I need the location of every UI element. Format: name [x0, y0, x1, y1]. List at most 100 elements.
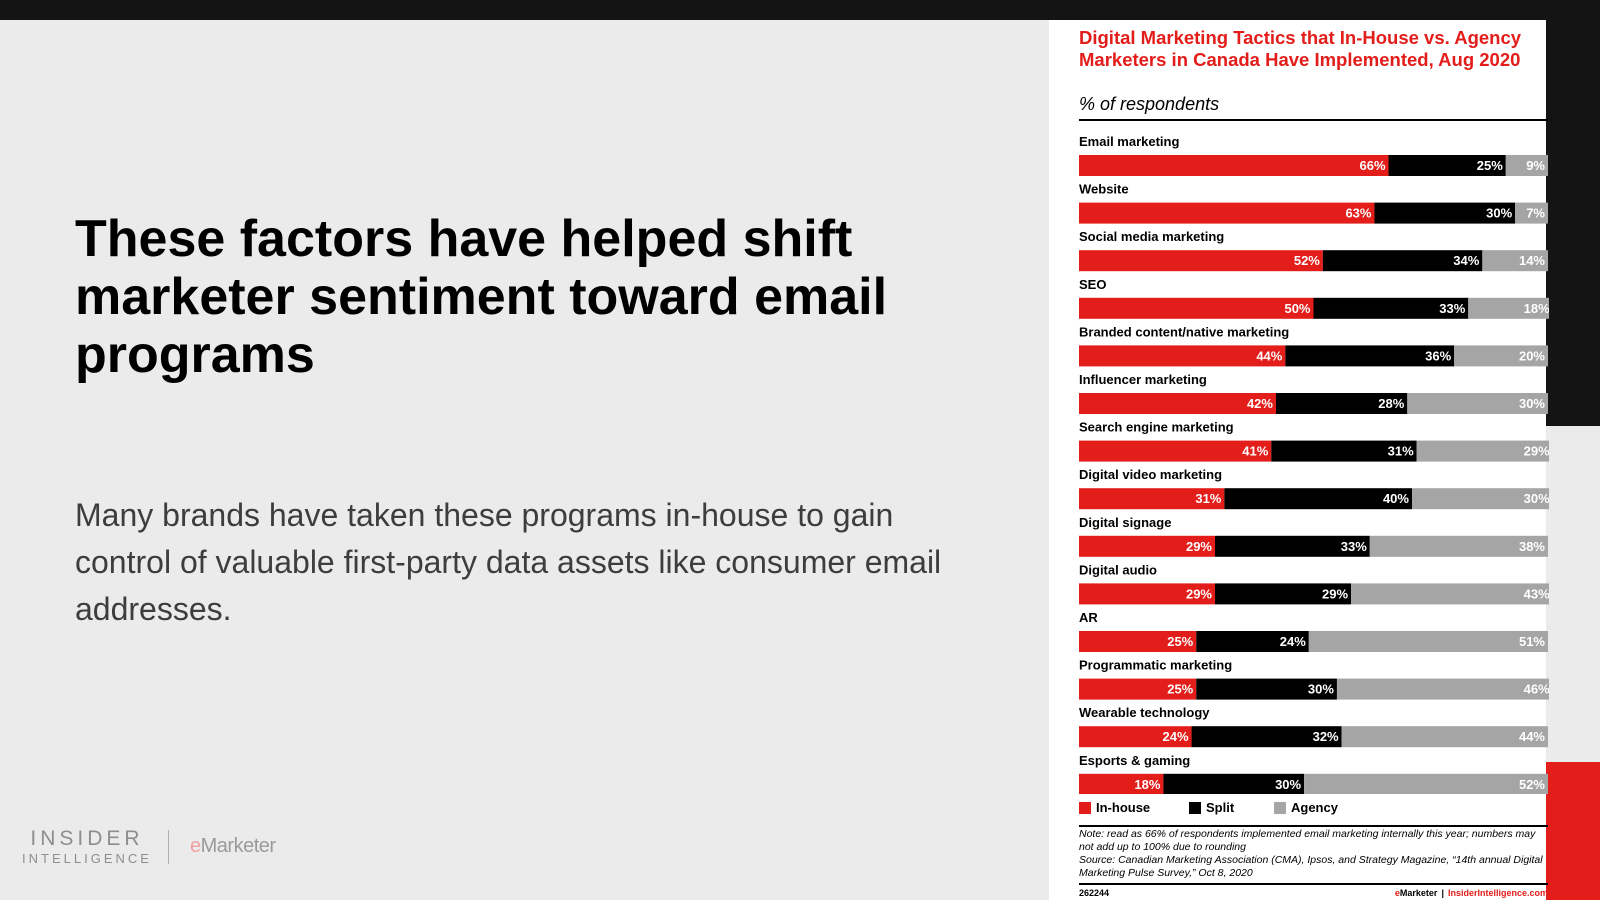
data-label-split: 25%: [1477, 158, 1503, 173]
data-label-inhouse: 31%: [1195, 491, 1221, 506]
chart-footer-brand: eMarketer | InsiderIntelligence.com: [1395, 888, 1548, 898]
data-label-split: 28%: [1378, 396, 1404, 411]
data-label-agency: 43%: [1524, 586, 1549, 601]
data-label-inhouse: 41%: [1242, 444, 1268, 459]
bar-segment-agency: [1304, 773, 1548, 794]
bar-segment-inhouse: [1079, 726, 1192, 748]
chart-id: 262244: [1079, 888, 1110, 898]
bar-segment-agency: [1454, 345, 1548, 367]
chart-row: Digital video marketing 31% 40% 30%: [1079, 467, 1549, 510]
category-label: SEO: [1079, 277, 1106, 292]
bar-segment-split: [1285, 345, 1455, 367]
data-label-inhouse: 52%: [1294, 253, 1320, 268]
data-label-split: 33%: [1439, 301, 1465, 316]
bar-segment-split: [1224, 488, 1412, 510]
logo-divider: [168, 830, 169, 864]
bar-segment-split: [1322, 250, 1483, 272]
bar-segment-split: [1215, 535, 1370, 557]
slide-body: Many brands have taken these programs in…: [75, 497, 942, 627]
bar-segment-inhouse: [1079, 773, 1164, 794]
data-label-agency: 44%: [1519, 729, 1545, 744]
data-label-split: 33%: [1341, 539, 1367, 554]
data-label-split: 31%: [1388, 444, 1414, 459]
chart-row: Digital audio 29% 29% 43%: [1079, 562, 1549, 605]
emarketer-logo-text: Marketer: [200, 835, 276, 857]
category-label: Digital audio: [1079, 562, 1157, 577]
legend-swatch: [1189, 802, 1201, 814]
bar-segment-agency: [1482, 250, 1548, 272]
top-bar: [0, 0, 1600, 20]
footer-separator: |: [1441, 888, 1444, 898]
bar-segment-split: [1215, 583, 1352, 605]
chart-row: Digital signage 29% 33% 38%: [1079, 515, 1548, 557]
footer-brand-e: e: [1394, 888, 1400, 898]
data-label-split: 29%: [1322, 586, 1348, 601]
data-label-split: 24%: [1280, 634, 1306, 649]
right-edge-accent-red: [1546, 762, 1600, 900]
bar-segment-agency: [1341, 726, 1548, 748]
data-label-agency: 14%: [1519, 253, 1545, 268]
data-label-inhouse: 66%: [1360, 158, 1386, 173]
category-label: Branded content/native marketing: [1079, 324, 1289, 339]
data-label-agency: 38%: [1519, 539, 1545, 554]
legend-swatch: [1079, 802, 1091, 814]
bar-segment-agency: [1416, 440, 1549, 462]
bar-segment-agency: [1468, 297, 1549, 319]
data-label-agency: 20%: [1519, 348, 1545, 363]
data-label-split: 40%: [1383, 491, 1409, 506]
bar-segment-agency: [1351, 583, 1549, 605]
bar-segment-split: [1388, 155, 1506, 176]
bar-segment-split: [1196, 631, 1309, 652]
data-label-agency: 18%: [1524, 301, 1549, 316]
bar-segment-inhouse: [1079, 678, 1197, 700]
data-label-agency: 51%: [1519, 634, 1545, 649]
category-label: Website: [1079, 182, 1129, 197]
bar-segment-inhouse: [1079, 631, 1197, 652]
insider-intelligence-logo: INSIDER INTELLIGENCE: [22, 826, 152, 865]
footer-brand-name: Marketer: [1399, 888, 1438, 898]
legend-label: Split: [1206, 800, 1235, 815]
emarketer-logo: eMarketer: [190, 835, 276, 858]
chart-subtitle: % of respondents: [1079, 94, 1220, 114]
insider-logo-line2: INTELLIGENCE: [22, 851, 152, 866]
chart-source-text: Source: Canadian Marketing Association (…: [1079, 854, 1543, 879]
category-label: Programmatic marketing: [1079, 658, 1232, 673]
data-label-agency: 7%: [1526, 206, 1545, 221]
data-label-inhouse: 50%: [1284, 301, 1310, 316]
category-label: Social media marketing: [1079, 229, 1224, 244]
bar-segment-split: [1313, 297, 1469, 319]
slide-title: These factors have helped shift marketer…: [75, 210, 888, 384]
footer-site-link[interactable]: InsiderIntelligence.com: [1447, 888, 1548, 898]
data-label-split: 30%: [1308, 682, 1334, 697]
chart-row: Branded content/native marketing 44% 36% 20…: [1079, 324, 1548, 367]
data-label-agency: 9%: [1526, 158, 1545, 173]
data-label-agency: 30%: [1519, 396, 1545, 411]
category-label: Digital signage: [1079, 515, 1171, 530]
chart-note-text: Note: read as 66% of respondents impleme…: [1079, 828, 1536, 853]
bar-segment-split: [1275, 393, 1408, 414]
bar-segment-inhouse: [1079, 393, 1276, 414]
chart-row: Social media marketing 52% 34% 14%: [1079, 229, 1548, 272]
chart-row: AR 25% 24% 51%: [1079, 610, 1548, 652]
insider-logo-line1: INSIDER: [30, 827, 144, 850]
data-label-inhouse: 29%: [1186, 539, 1212, 554]
chart-row: Website 63% 30% 7%: [1079, 182, 1548, 224]
bar-segment-agency: [1369, 535, 1548, 557]
bar-segment-inhouse: [1079, 345, 1286, 367]
bar-segment-agency: [1336, 678, 1549, 700]
data-label-inhouse: 25%: [1167, 682, 1193, 697]
bar-segment-agency: [1505, 155, 1548, 176]
chart-note-rule: [1079, 825, 1548, 827]
data-label-inhouse: 24%: [1163, 729, 1189, 744]
bar-segment-split: [1271, 440, 1417, 462]
category-label: Search engine marketing: [1079, 420, 1234, 435]
data-label-split: 30%: [1486, 206, 1512, 221]
data-label-agency: 46%: [1524, 682, 1549, 697]
chart-row: Search engine marketing 41% 31% 29%: [1079, 420, 1549, 462]
bar-segment-split: [1196, 678, 1337, 700]
legend-swatch: [1274, 802, 1286, 814]
data-label-inhouse: 42%: [1247, 396, 1273, 411]
legend-label: Agency: [1291, 800, 1338, 815]
chart-panel: Digital Marketing Tactics that In-House …: [1049, 20, 1549, 900]
chart-row: Wearable technology 24% 32% 44%: [1079, 705, 1548, 748]
